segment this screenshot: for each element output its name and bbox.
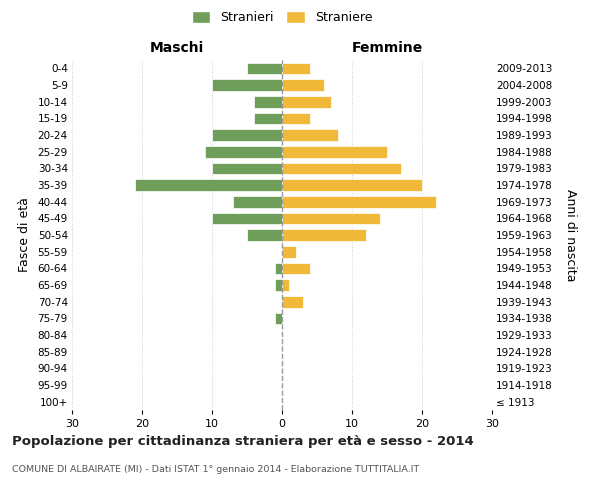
Bar — [282, 162, 401, 174]
Bar — [282, 229, 366, 241]
Text: COMUNE DI ALBAIRATE (MI) - Dati ISTAT 1° gennaio 2014 - Elaborazione TUTTITALIA.: COMUNE DI ALBAIRATE (MI) - Dati ISTAT 1°… — [12, 465, 419, 474]
Text: Femmine: Femmine — [352, 41, 422, 55]
Bar — [282, 62, 310, 74]
Bar — [275, 279, 282, 291]
Bar — [282, 112, 310, 124]
Bar — [135, 179, 282, 191]
Bar — [212, 212, 282, 224]
Bar — [233, 196, 282, 207]
Bar — [282, 96, 331, 108]
Legend: Stranieri, Straniere: Stranieri, Straniere — [191, 11, 373, 24]
Bar — [254, 96, 282, 108]
Bar — [282, 196, 436, 207]
Bar — [205, 146, 282, 158]
Y-axis label: Anni di nascita: Anni di nascita — [564, 188, 577, 281]
Bar — [275, 262, 282, 274]
Bar — [282, 262, 310, 274]
Bar — [282, 146, 387, 158]
Bar — [247, 62, 282, 74]
Bar — [212, 162, 282, 174]
Bar — [282, 179, 422, 191]
Bar — [254, 112, 282, 124]
Bar — [282, 279, 289, 291]
Bar — [282, 129, 338, 141]
Text: Popolazione per cittadinanza straniera per età e sesso - 2014: Popolazione per cittadinanza straniera p… — [12, 435, 474, 448]
Bar — [282, 246, 296, 258]
Bar — [212, 79, 282, 91]
Bar — [212, 129, 282, 141]
Bar — [282, 296, 303, 308]
Bar — [247, 229, 282, 241]
Bar — [282, 212, 380, 224]
Text: Maschi: Maschi — [150, 41, 204, 55]
Y-axis label: Fasce di età: Fasce di età — [17, 198, 31, 272]
Bar — [282, 79, 324, 91]
Bar — [275, 312, 282, 324]
